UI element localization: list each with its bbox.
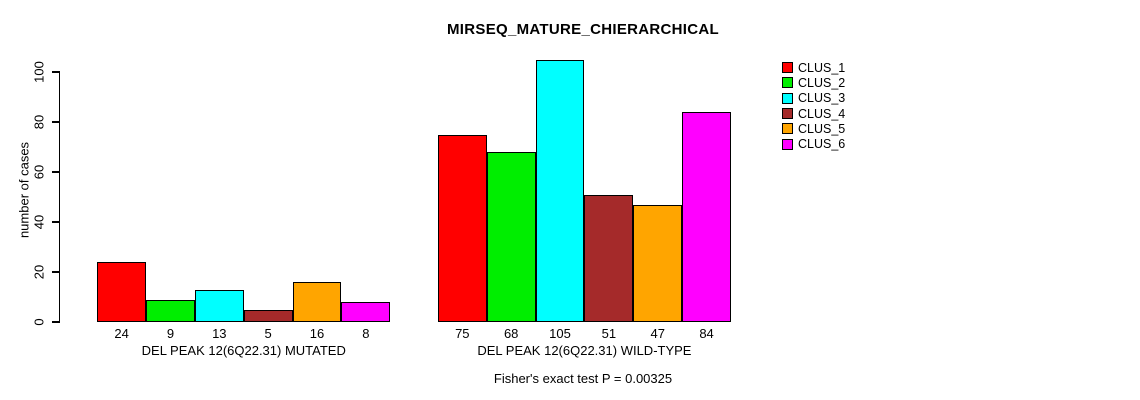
bar-clus_4-group1 [243, 309, 293, 322]
bar-clus_6-group1 [341, 302, 391, 322]
group-label: DEL PEAK 12(6Q22.31) MUTATED [141, 343, 346, 358]
legend-label: CLUS_4 [798, 106, 846, 121]
y-tick-label: 0 [31, 318, 47, 326]
bar-clus_6-group2 [682, 112, 731, 322]
bar-value-label: 16 [309, 326, 325, 341]
bar-value-label: 24 [114, 326, 129, 341]
fisher-test-label: Fisher's exact test P = 0.00325 [493, 371, 673, 386]
y-tick-mark [51, 71, 59, 73]
bar-value-label: 75 [455, 326, 470, 341]
legend-swatch-clus_1 [782, 62, 793, 74]
legend-item-clus_4: CLUS_4 [782, 106, 845, 121]
bar-value-label: 9 [166, 326, 175, 341]
legend-item-clus_2: CLUS_2 [782, 75, 845, 90]
group-label: DEL PEAK 12(6Q22.31) WILD-TYPE [477, 343, 692, 358]
y-tick-mark [51, 271, 59, 273]
y-tick-mark [51, 121, 59, 123]
bar-clus_5-group2 [633, 204, 683, 322]
bar-clus_3-group2 [535, 59, 585, 322]
legend-swatch-clus_6 [782, 138, 793, 150]
legend-label: CLUS_3 [798, 91, 846, 106]
bar-value-label: 51 [601, 326, 617, 341]
legend-swatch-clus_2 [782, 77, 793, 89]
y-tick-mark [51, 221, 59, 223]
y-tick-mark [51, 321, 59, 323]
y-tick-label: 60 [31, 164, 47, 180]
legend-item-clus_6: CLUS_6 [782, 136, 845, 151]
legend-item-clus_3: CLUS_3 [782, 91, 845, 106]
bar-value-label: 47 [650, 326, 665, 341]
y-axis-line [58, 71, 60, 323]
bar-value-label: 13 [212, 326, 227, 341]
chart-title: MIRSEQ_MATURE_CHIERARCHICAL [447, 21, 719, 38]
bar-clus_2-group2 [486, 152, 536, 322]
legend-item-clus_1: CLUS_1 [782, 60, 845, 75]
legend-label: CLUS_6 [798, 137, 846, 152]
legend-swatch-clus_4 [782, 108, 793, 120]
y-tick-label: 20 [31, 264, 47, 280]
y-tick-label: 100 [31, 61, 47, 83]
legend-item-clus_5: CLUS_5 [782, 121, 845, 136]
bar-value-label: 8 [362, 326, 370, 341]
bar-value-label: 68 [503, 326, 519, 341]
y-axis-label: number of cases [16, 141, 32, 239]
legend-label: CLUS_1 [798, 60, 846, 75]
legend: CLUS_1 CLUS_2 CLUS_3 CLUS_4 CLUS_5 CLUS_6 [782, 60, 845, 152]
bar-clus_4-group2 [584, 194, 634, 322]
bar-value-label: 5 [264, 326, 272, 341]
y-tick-label: 40 [31, 214, 47, 230]
bar-clus_1-group1 [97, 262, 147, 322]
bar-clus_3-group1 [194, 289, 244, 322]
legend-label: CLUS_2 [798, 75, 846, 90]
bar-value-label: 84 [699, 326, 714, 341]
bar-value-label: 105 [549, 326, 571, 341]
bar-clus_2-group1 [146, 299, 195, 322]
bar-clus_1-group2 [437, 134, 487, 322]
legend-swatch-clus_3 [782, 92, 793, 104]
legend-swatch-clus_5 [782, 123, 793, 135]
y-tick-mark [51, 171, 59, 173]
legend-label: CLUS_5 [798, 121, 846, 136]
bar-clus_5-group1 [292, 282, 342, 322]
y-tick-label: 80 [31, 114, 47, 130]
